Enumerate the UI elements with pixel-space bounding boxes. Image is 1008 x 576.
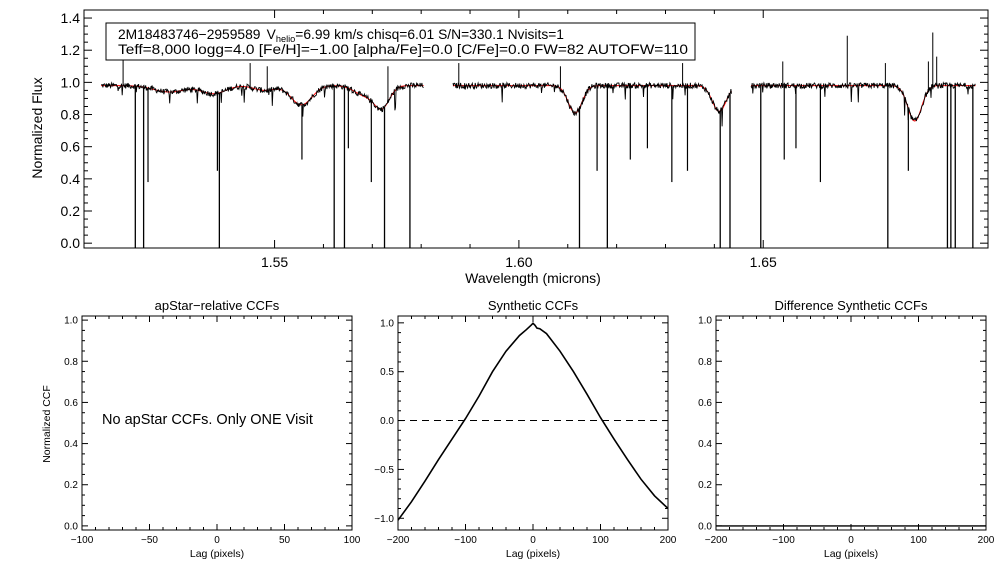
synthetic-ccf-x-axis-label: Lag (pixels) xyxy=(506,548,560,560)
apstar-ccf-y-axis-label: Normalized CCF xyxy=(41,385,53,463)
p2-x-tick-label: −100 xyxy=(454,535,477,546)
legend-line1-rest: =6.99 km/s chisq=6.01 S/N=330.1 Nvisits=… xyxy=(295,27,564,42)
p3-x-tick-label: −100 xyxy=(772,535,795,546)
spec-y-tick-label: 0.2 xyxy=(61,203,81,219)
p1-y-tick-label: 0.8 xyxy=(64,357,78,368)
synthetic-ccf-panel: Synthetic CCFs −200 −100 0 100 200 −1.0 −0.5 0.… xyxy=(374,298,677,560)
spec-x-tick-label: 1.60 xyxy=(505,254,532,270)
p3-x-tick-label: 100 xyxy=(910,535,927,546)
legend-v: V xyxy=(267,27,276,42)
spec-y-tick-label: 0.8 xyxy=(61,106,81,122)
p2-y-tick-label: 0.5 xyxy=(380,367,394,378)
p1-x-tick-label: 50 xyxy=(279,535,291,546)
p1-y-tick-label: 0.6 xyxy=(64,398,78,409)
p3-y-tick-label: 0.6 xyxy=(698,398,712,409)
synthetic-ccf-title: Synthetic CCFs xyxy=(488,298,579,313)
p1-x-tick-label: −100 xyxy=(71,535,94,546)
synthetic-ccf-axis-ticks: −200 −100 0 100 200 −1.0 −0.5 0.0 0.5 1.0 xyxy=(374,316,677,546)
p3-y-tick-label: 0.2 xyxy=(698,480,712,491)
p2-y-tick-label: −1.0 xyxy=(374,514,394,525)
observed-spectrum-chip-2 xyxy=(452,81,732,127)
spec-y-tick-label: 0.6 xyxy=(61,139,81,155)
spec-y-tick-label: 1.0 xyxy=(61,74,81,90)
observed-spectrum-chip-3 xyxy=(750,81,976,122)
p1-x-tick-label: 0 xyxy=(214,535,220,546)
spec-y-tick-label: 1.4 xyxy=(61,10,81,26)
synthetic-ccf-curve xyxy=(397,322,669,521)
spectrum-axis-ticks: 1.55 1.60 1.65 0.0 0.2 0.4 0.6 0.8 1.0 1.2 1.4 xyxy=(61,10,988,270)
legend-line-2: Teff=8,000 logg=4.0 [Fe/H]=−1.00 [alpha/… xyxy=(118,42,688,57)
apstar-ccf-title: apStar−relative CCFs xyxy=(155,298,280,313)
spec-y-tick-label: 0.4 xyxy=(61,171,81,187)
spec-x-tick-label: 1.65 xyxy=(750,254,777,270)
p2-x-tick-label: −200 xyxy=(387,535,410,546)
legend-star-id: 2M18483746−2959589 xyxy=(118,27,260,42)
p1-y-tick-label: 0.2 xyxy=(64,480,78,491)
p2-y-tick-label: −0.5 xyxy=(374,465,394,476)
apstar-ccf-x-axis-label: Lag (pixels) xyxy=(190,548,244,560)
p3-y-tick-label: 1.0 xyxy=(698,316,712,327)
apstar-ccf-panel: apStar−relative CCFs −100 −50 0 50 100 0.0 0.2… xyxy=(41,298,361,560)
p2-x-tick-label: 0 xyxy=(530,535,536,546)
p1-x-tick-label: −50 xyxy=(141,535,158,546)
p3-y-tick-label: 0.8 xyxy=(698,357,712,368)
difference-ccf-axis-ticks: −200 −100 0 100 200 0.0 0.2 0.4 0.6 0.8 1.0 xyxy=(698,316,995,546)
p2-y-tick-label: 1.0 xyxy=(380,318,394,329)
p3-x-tick-label: −200 xyxy=(705,535,728,546)
p2-x-tick-label: 200 xyxy=(660,535,677,546)
spectrum-legend-box xyxy=(105,22,696,61)
spec-y-tick-label: 1.2 xyxy=(61,42,81,58)
difference-ccf-x-axis-label: Lag (pixels) xyxy=(824,548,878,560)
p1-y-tick-label: 0.0 xyxy=(64,521,78,532)
p1-y-tick-label: 0.4 xyxy=(64,439,78,450)
spectrum-panel: 1.55 1.60 1.65 0.0 0.2 0.4 0.6 0.8 1.0 1.2 1.4 Wav… xyxy=(29,9,989,286)
spectrum-x-axis-label: Wavelength (microns) xyxy=(465,270,601,286)
apstar-ccf-axis-ticks: −100 −50 0 50 100 0.0 0.2 0.4 0.6 0.8 1.0 xyxy=(64,316,361,546)
observed-spectrum-chip-1 xyxy=(101,81,424,117)
spec-x-tick-label: 1.55 xyxy=(261,254,288,270)
p2-y-tick-label: 0.0 xyxy=(380,416,394,427)
p3-x-tick-label: 0 xyxy=(848,535,854,546)
observed-spectrum-series xyxy=(101,32,976,248)
p3-x-tick-label: 200 xyxy=(978,535,995,546)
difference-ccf-title: Difference Synthetic CCFs xyxy=(775,298,928,313)
spec-y-tick-label: 0.0 xyxy=(61,235,81,251)
legend-line-1: 2M18483746−2959589 Vhelio=6.99 km/s chisq… xyxy=(118,27,564,44)
p1-x-tick-label: 100 xyxy=(344,535,361,546)
spectrum-y-axis-label: Normalized Flux xyxy=(29,77,45,178)
spectrum-plot-frame xyxy=(83,9,989,249)
p1-y-tick-label: 1.0 xyxy=(64,316,78,327)
apstar-ccf-annotation: No apStar CCFs. Only ONE Visit xyxy=(102,412,313,428)
legend-v-subscript: helio xyxy=(276,34,295,44)
p2-x-tick-label: 100 xyxy=(592,535,609,546)
p3-y-tick-label: 0.4 xyxy=(698,439,712,450)
p3-y-tick-label: 0.0 xyxy=(698,521,712,532)
difference-ccf-panel: Difference Synthetic CCFs −200 −100 0 100 20… xyxy=(698,298,995,560)
